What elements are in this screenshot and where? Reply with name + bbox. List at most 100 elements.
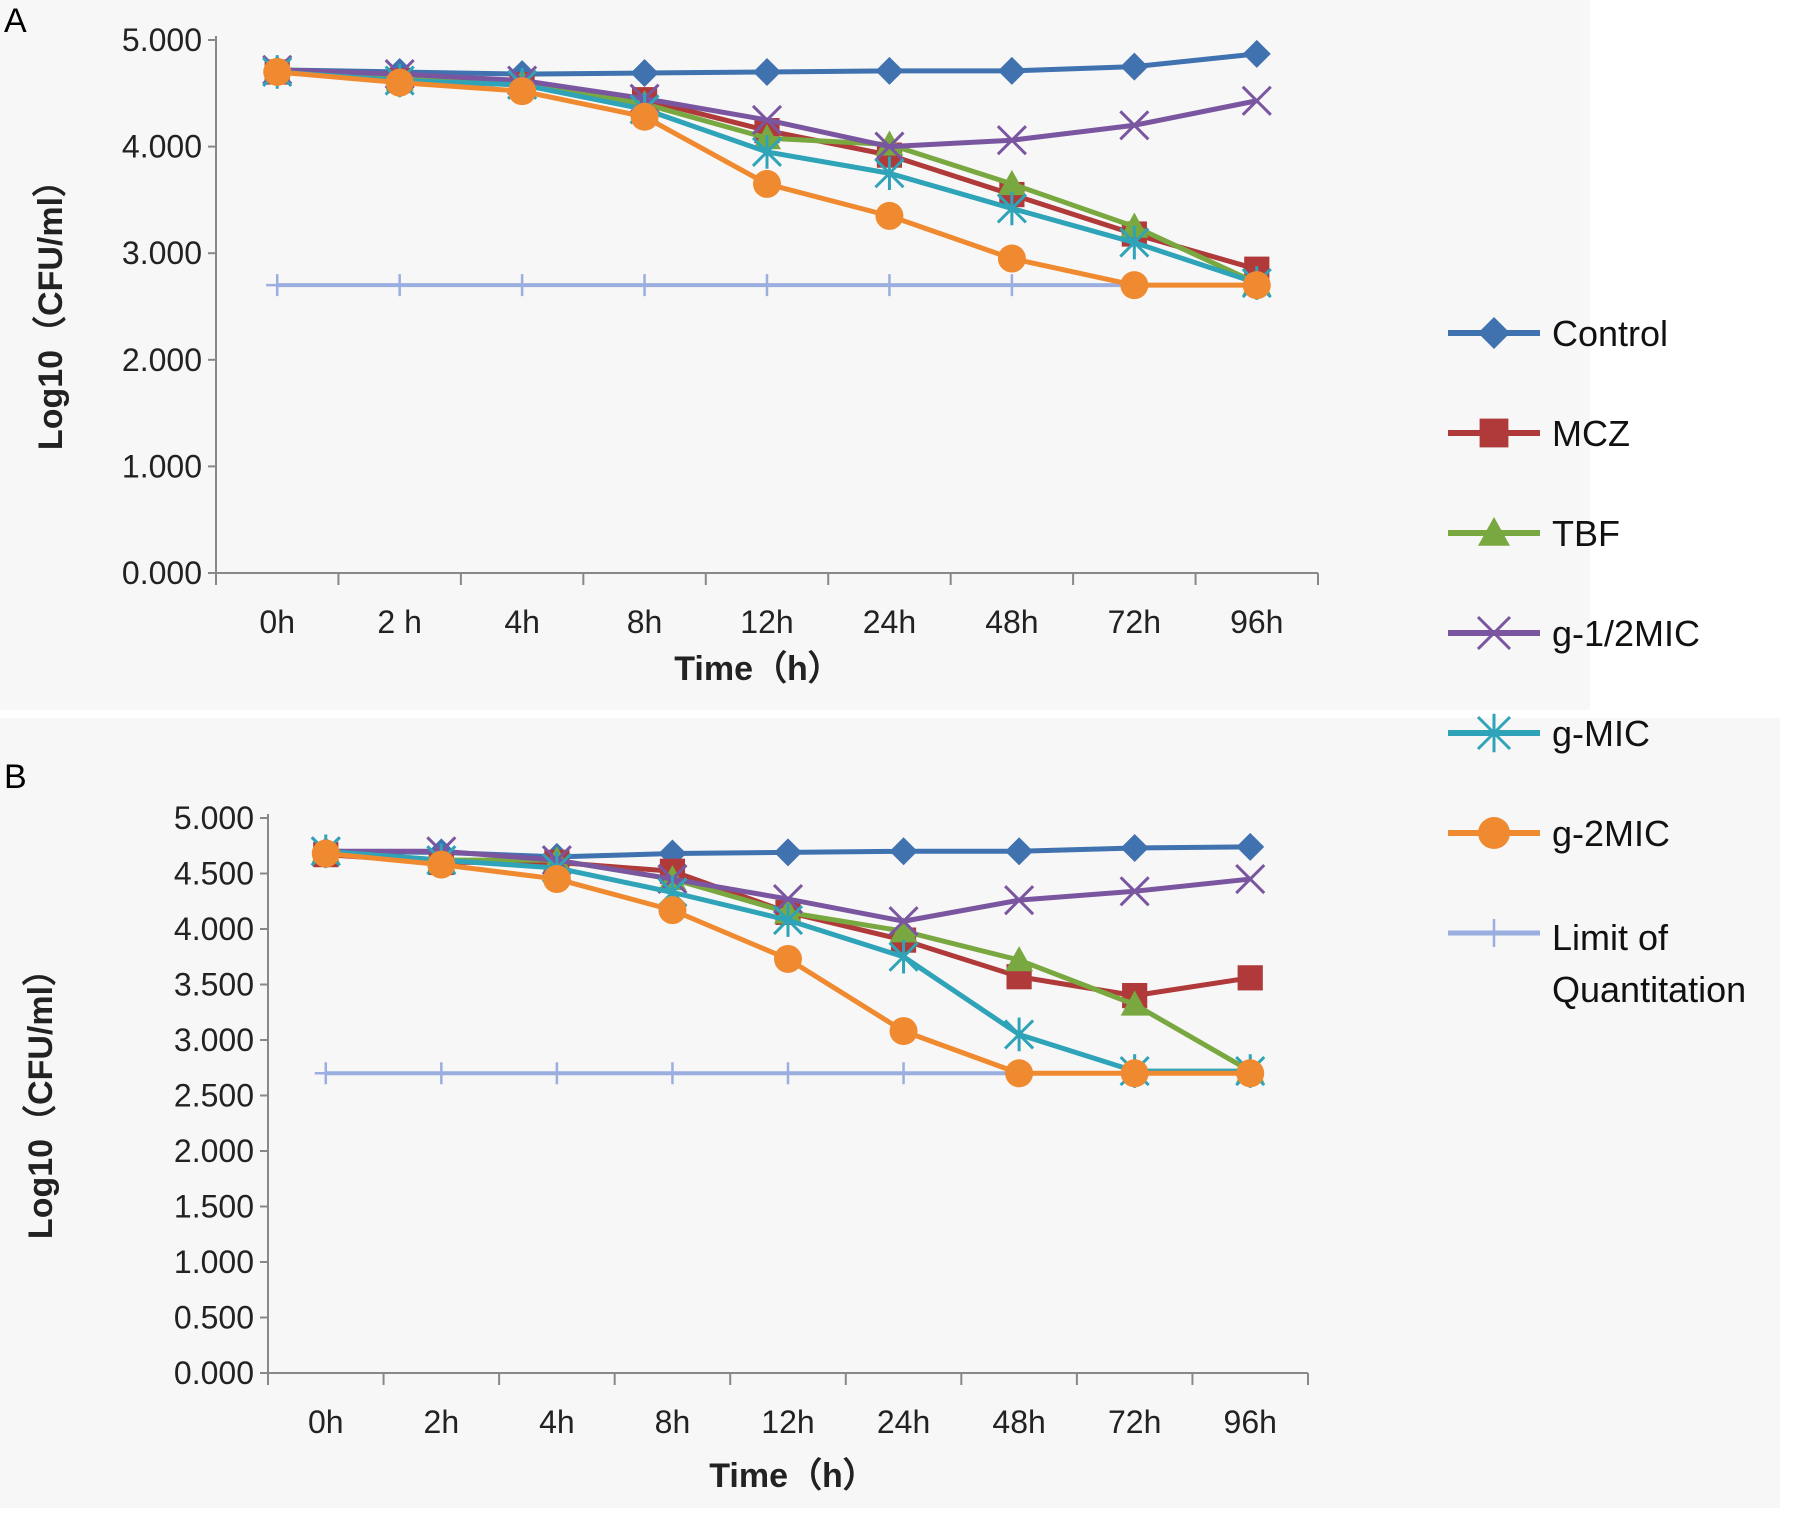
panel-b-y-tick-label: 3.000	[174, 1022, 254, 1058]
panel-a-y-axis-title: Log10（CFU/ml）	[31, 163, 70, 450]
panel-b-x-tick-label: 96h	[1224, 1404, 1277, 1440]
panel-a-series-g-2mic	[263, 57, 1271, 300]
panel-b-y-tick-label: 1.500	[174, 1189, 254, 1225]
panel-b-series-g-2mic-point	[542, 865, 571, 894]
panel-a-series-g-mic-point	[874, 156, 905, 191]
panel-b-y-axis-title: Log10（CFU/ml）	[21, 952, 60, 1239]
panel-a-series-g-1-2mic-point	[874, 131, 905, 162]
legend: Control MCZ TBF g-1/2MIC g-MIC g-2MIC Limit of…	[1448, 313, 1746, 1010]
panel-b-series-control-point	[889, 837, 918, 866]
legend-swatch-marker	[1476, 615, 1512, 651]
legend-swatch-marker	[1476, 713, 1512, 753]
legend-swatch-marker	[1479, 418, 1509, 448]
panel-b-y-tick-label: 2.500	[174, 1078, 254, 1114]
panel-a-x-tick-label: 4h	[504, 604, 540, 640]
panel-a-x-tick-label: 0h	[259, 604, 295, 640]
panel-a-series-control-point	[997, 56, 1026, 85]
panel-a-label: A	[4, 2, 27, 40]
legend-label: g-2MIC	[1552, 813, 1670, 854]
panel-b-series-g-mic-point	[1004, 1017, 1035, 1052]
legend-label: Limit of	[1552, 917, 1669, 958]
panel-a-x-tick-label: 72h	[1108, 604, 1161, 640]
panel-a-x-tick-label: 12h	[740, 604, 793, 640]
panel-b-x-tick-label: 8h	[655, 1404, 691, 1440]
panel-a-series-g-2mic-point	[753, 169, 781, 198]
legend-label: Control	[1552, 313, 1668, 354]
panel-b-series-g-2mic-point	[658, 896, 687, 925]
panel-a-series-g-mic-point	[751, 135, 783, 169]
panel-a-y-tick-label: 1.000	[122, 448, 202, 484]
panel-b-y-tick-label: 0.500	[174, 1300, 254, 1336]
panel-b-series-g-1-2mic-point	[1004, 885, 1035, 916]
legend-label: g-1/2MIC	[1552, 613, 1700, 654]
legend-entry-tbf	[1448, 517, 1540, 546]
panel-a-series-limit-of-quantitation-point	[633, 274, 656, 297]
legend-entry-g-2mic	[1448, 817, 1540, 849]
legend-swatch-marker	[1478, 817, 1510, 849]
panel-b-x-tick-label: 24h	[877, 1404, 930, 1440]
panel-a-series-limit-of-quantitation-point	[1000, 274, 1023, 297]
panel-b-x-axis-title: Time（h）	[709, 1456, 877, 1495]
panel-b-series-tbf-point	[1005, 946, 1034, 972]
legend-swatch-marker	[1478, 517, 1510, 546]
panel-a-series-g-mic-point	[1119, 225, 1150, 260]
panel-b-series-tbf-point	[889, 917, 918, 943]
panel-b-chart: 0.000 0.500 1.000 1.500 2.000 2.500 3.000 3.500…	[21, 800, 1309, 1495]
panel-a-y-tick-label: 4.000	[122, 129, 202, 165]
panel-b-y-tick-label: 4.500	[174, 856, 254, 892]
panel-b-series-control-point	[774, 838, 802, 867]
legend-entry-control	[1448, 317, 1540, 349]
panel-a-x-tick-label: 2 h	[377, 604, 421, 640]
panel-a-series-g-2mic-point	[630, 102, 659, 131]
panel-b-series-limit-of-quantitation-point	[430, 1062, 453, 1085]
panel-b-x-tick-label: 0h	[308, 1404, 344, 1440]
panel-a-series-limit-of-quantitation-point	[511, 274, 534, 297]
panel-b-x-tick-label: 72h	[1108, 1404, 1161, 1440]
panel-a-series-g-2mic-point	[1242, 271, 1271, 300]
panel-b-series-g-2mic	[311, 839, 1265, 1088]
panel-a-series-g-2mic-point	[997, 244, 1026, 273]
panel-b-series-control-point	[1236, 832, 1265, 861]
panel-b-series-g-1-2mic-point	[772, 883, 804, 915]
panel-a-y-tick-label: 2.000	[122, 342, 202, 378]
panel-a-y-tick-label: 0.000	[122, 555, 202, 591]
panel-a-series-control-point	[875, 56, 904, 85]
panel-b-series-g-1-2mic-point	[888, 906, 919, 937]
panel-b-x-tick-label: 12h	[761, 1404, 814, 1440]
legend-label: Quantitation	[1552, 969, 1746, 1010]
panel-a-chart: 0.000 1.000 2.000 3.000 4.000 5.000 0h 2 h 4h 8h 1…	[31, 22, 1319, 688]
panel-b-series-limit-of-quantitation-point	[545, 1062, 568, 1085]
panel-a-y-tick-label: 3.000	[122, 235, 202, 271]
panel-a-series-control-point	[1242, 39, 1271, 68]
panel-b-series-mcz-point	[1237, 965, 1263, 991]
panel-a-series-limit-of-quantitation-point	[878, 274, 901, 297]
panel-a-series-control-point	[630, 59, 659, 88]
panel-a-background	[0, 0, 1590, 710]
panel-b-y-tick-label: 3.500	[174, 967, 254, 1003]
panel-a-series-g-1-2mic-point	[1241, 85, 1272, 116]
legend-label: TBF	[1552, 513, 1620, 554]
legend-swatch-marker	[1478, 317, 1510, 349]
panel-a-series-limit-of-quantitation	[266, 274, 1268, 297]
panel-b-series-g-2mic-point	[311, 839, 340, 868]
panel-b-series-limit-of-quantitation-point	[661, 1062, 684, 1085]
panel-a-y-tick-label: 5.000	[122, 22, 202, 58]
legend-entry-limit-of-quantitation	[1448, 919, 1540, 947]
panel-b-y-tick-label: 4.000	[174, 911, 254, 947]
legend-entry-g-1-2mic	[1448, 615, 1540, 651]
legend-label: MCZ	[1552, 413, 1630, 454]
panel-b-series-limit-of-quantitation-point	[892, 1062, 915, 1085]
panel-b-series-control-point	[1005, 837, 1034, 866]
panel-a-x-tick-label: 48h	[985, 604, 1038, 640]
panel-b-series-tbf-point	[1120, 990, 1149, 1016]
panel-b-label: B	[4, 758, 27, 796]
panel-a-series-control-point	[1120, 52, 1149, 81]
panel-a-x-tick-label: 96h	[1230, 604, 1283, 640]
panel-b-y-tick-label: 2.000	[174, 1133, 254, 1169]
panel-a-series-tbf-point	[875, 130, 904, 156]
panel-b-y-tick-label: 5.000	[174, 800, 254, 836]
panel-a-series-g-2mic-point	[1120, 271, 1149, 300]
panel-b-y-tick-label: 1.000	[174, 1244, 254, 1280]
